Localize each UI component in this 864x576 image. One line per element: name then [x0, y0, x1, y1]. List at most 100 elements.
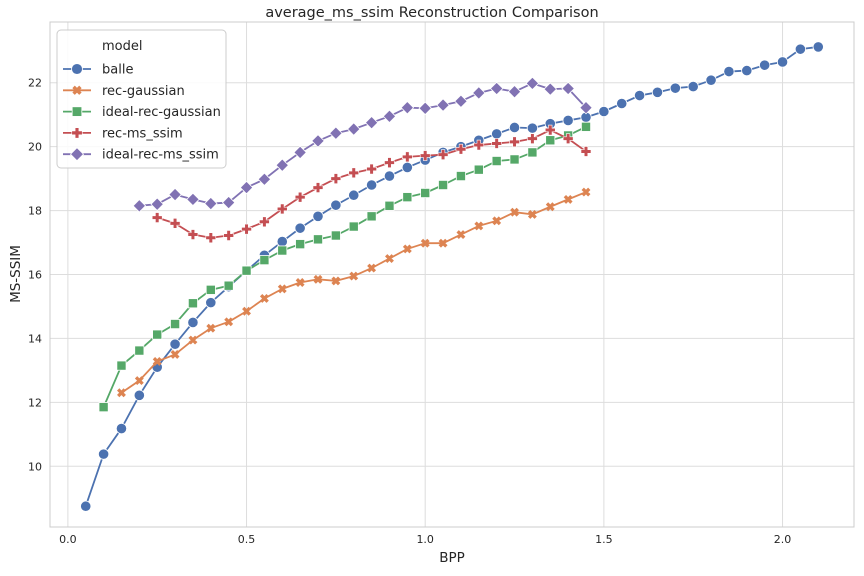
data-point [330, 173, 342, 184]
data-point [507, 84, 522, 99]
data-point [579, 100, 593, 115]
data-point [187, 229, 199, 240]
data-point [492, 216, 502, 226]
tick-labels: 0.0 0.5 1.0 1.5 2.0 10 12 14 16 18 20 22 [28, 77, 791, 546]
data-point [187, 298, 198, 309]
data-point [545, 135, 556, 146]
data-point [132, 199, 147, 213]
data-point [221, 195, 236, 210]
y-tick-label: 12 [28, 396, 42, 409]
data-point [705, 74, 717, 86]
data-point [294, 191, 306, 203]
data-point [527, 147, 538, 158]
data-point [134, 345, 145, 356]
y-tick-label: 16 [28, 269, 42, 282]
data-point [312, 210, 324, 222]
legend-label: balle [102, 63, 133, 78]
series-rec-ms_ssim [151, 124, 592, 244]
data-point [525, 76, 540, 91]
data-point [400, 100, 415, 115]
data-point [437, 149, 449, 160]
legend-items: balle rec-gaussian ideal-rec-gaussian rec-m… [63, 63, 221, 163]
data-point [438, 238, 448, 248]
data-point [295, 239, 306, 250]
data-point [687, 80, 699, 93]
data-point [489, 81, 504, 96]
legend-item: balle [63, 63, 133, 78]
legend-box [56, 29, 227, 169]
x-tick-label: 2.0 [774, 533, 792, 546]
legend-label: ideal-rec-ms_ssim [102, 148, 219, 163]
data-point [241, 223, 252, 235]
data-point [669, 82, 681, 94]
data-point [294, 222, 306, 234]
data-point [401, 161, 413, 174]
data-point [455, 143, 467, 155]
data-point [527, 209, 537, 219]
series-layer [80, 41, 824, 512]
data-point [382, 109, 397, 124]
data-point [205, 284, 216, 295]
legend-item: ideal-rec-gaussian [63, 105, 221, 120]
data-point [293, 145, 307, 160]
data-point [348, 167, 360, 179]
data-point [384, 157, 395, 168]
legend-title: model [102, 39, 142, 54]
data-point [723, 65, 735, 78]
data-point [152, 356, 162, 366]
data-point [545, 202, 555, 212]
y-tick-label: 18 [28, 205, 42, 218]
y-axis-label: MS-SSIM [8, 245, 24, 303]
data-point [508, 121, 521, 134]
data-point [276, 235, 288, 248]
data-point [169, 338, 181, 350]
data-point [472, 86, 486, 100]
data-point [402, 244, 412, 254]
plot-frame [49, 21, 855, 528]
data-point [402, 192, 413, 203]
data-point [151, 212, 163, 223]
data-point [98, 448, 110, 460]
data-point [776, 56, 789, 68]
data-point [580, 146, 592, 157]
legend-item: rec-gaussian [63, 84, 185, 99]
series-rec-gaussian [117, 187, 591, 398]
data-point [349, 271, 359, 281]
data-point [759, 59, 771, 71]
data-point [170, 349, 180, 359]
data-point [348, 189, 360, 201]
data-point [491, 138, 502, 149]
x-tick-label: 1.5 [595, 533, 613, 546]
data-point [794, 43, 807, 55]
data-point [365, 179, 378, 191]
data-point [98, 402, 109, 413]
data-point [188, 335, 198, 345]
data-point [383, 170, 396, 182]
data-point [134, 376, 144, 386]
data-point [205, 297, 217, 309]
data-point [259, 255, 270, 266]
data-point [402, 151, 413, 163]
x-tick-label: 1.0 [416, 533, 434, 546]
series-line [102, 126, 587, 408]
data-point [168, 187, 182, 202]
data-point [259, 294, 269, 303]
data-point [206, 323, 216, 333]
data-point [473, 164, 484, 175]
y-tick-label: 14 [28, 332, 42, 345]
data-point [510, 207, 519, 217]
chart-title: average_ms_ssim Reconstruction Compariso… [265, 5, 598, 21]
data-point [312, 182, 324, 193]
data-point [116, 360, 127, 371]
legend-label: rec-gaussian [102, 84, 185, 99]
data-point [366, 163, 377, 175]
data-point [384, 200, 395, 211]
data-point [420, 238, 430, 248]
data-point [491, 128, 503, 140]
data-point [420, 187, 431, 198]
y-tick-label: 22 [28, 77, 42, 90]
data-point [331, 276, 341, 286]
data-point [330, 199, 342, 211]
legend-label: rec-ms_ssim [102, 126, 183, 141]
